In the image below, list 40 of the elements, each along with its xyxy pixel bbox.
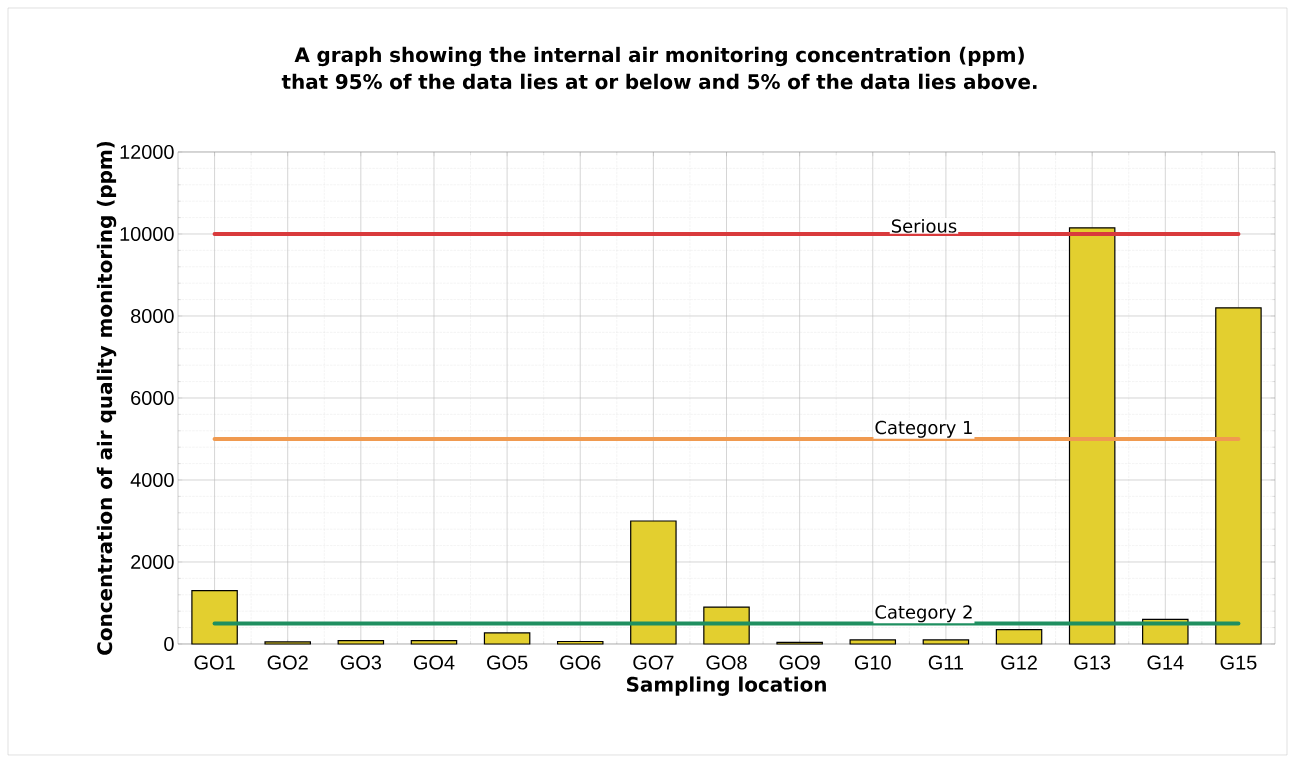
bar	[995, 629, 1043, 645]
bar	[264, 641, 311, 645]
x-axis-title: Sampling location	[627, 676, 826, 696]
y-tick-label: 8000	[131, 308, 174, 324]
ref-line-label: Category 2	[875, 605, 972, 623]
ref-line-label: Serious	[891, 218, 957, 233]
y-tick-label: 12000	[120, 144, 174, 160]
x-tick-label: G14	[1147, 655, 1184, 670]
bar	[337, 640, 385, 645]
x-tick-label: G11	[928, 655, 964, 670]
chart-title: A graph showing the internal air monitoring concentration (ppm) that 95% of the data lies at or below and 5% of the data lies above.	[281, 46, 1037, 90]
bar	[630, 520, 677, 645]
ref-line-label: Category 1	[875, 420, 972, 438]
x-tick-label: GO9	[779, 655, 820, 670]
x-tick-label: G15	[1220, 655, 1257, 670]
x-tick-label: GO1	[194, 655, 235, 670]
x-tick-label: GO8	[706, 655, 747, 670]
x-tick-label: GO4	[413, 655, 455, 670]
x-tick-label: G12	[1001, 655, 1037, 670]
bar	[410, 640, 458, 645]
bar	[191, 590, 238, 645]
x-tick-label: GO2	[267, 655, 308, 670]
bar	[1068, 227, 1116, 645]
y-tick-label: 0	[164, 636, 174, 652]
x-tick-label: GO6	[560, 655, 601, 670]
bar	[1215, 307, 1262, 645]
x-tick-label: GO7	[633, 655, 674, 670]
x-tick-label: GO5	[487, 655, 528, 670]
bar	[556, 640, 604, 645]
y-tick-label: 10000	[120, 226, 174, 242]
x-tick-label: G10	[854, 655, 891, 670]
x-tick-label: GO3	[340, 655, 382, 670]
bar	[849, 639, 897, 645]
y-tick-label: 6000	[131, 390, 174, 406]
bar	[483, 632, 531, 645]
x-tick-label: G13	[1074, 655, 1111, 670]
y-tick-label: 4000	[130, 472, 174, 488]
bar	[922, 639, 970, 645]
y-axis-title: Concentration of air quality monitoring (ppm)	[96, 141, 117, 655]
y-tick-label: 2000	[131, 554, 174, 570]
